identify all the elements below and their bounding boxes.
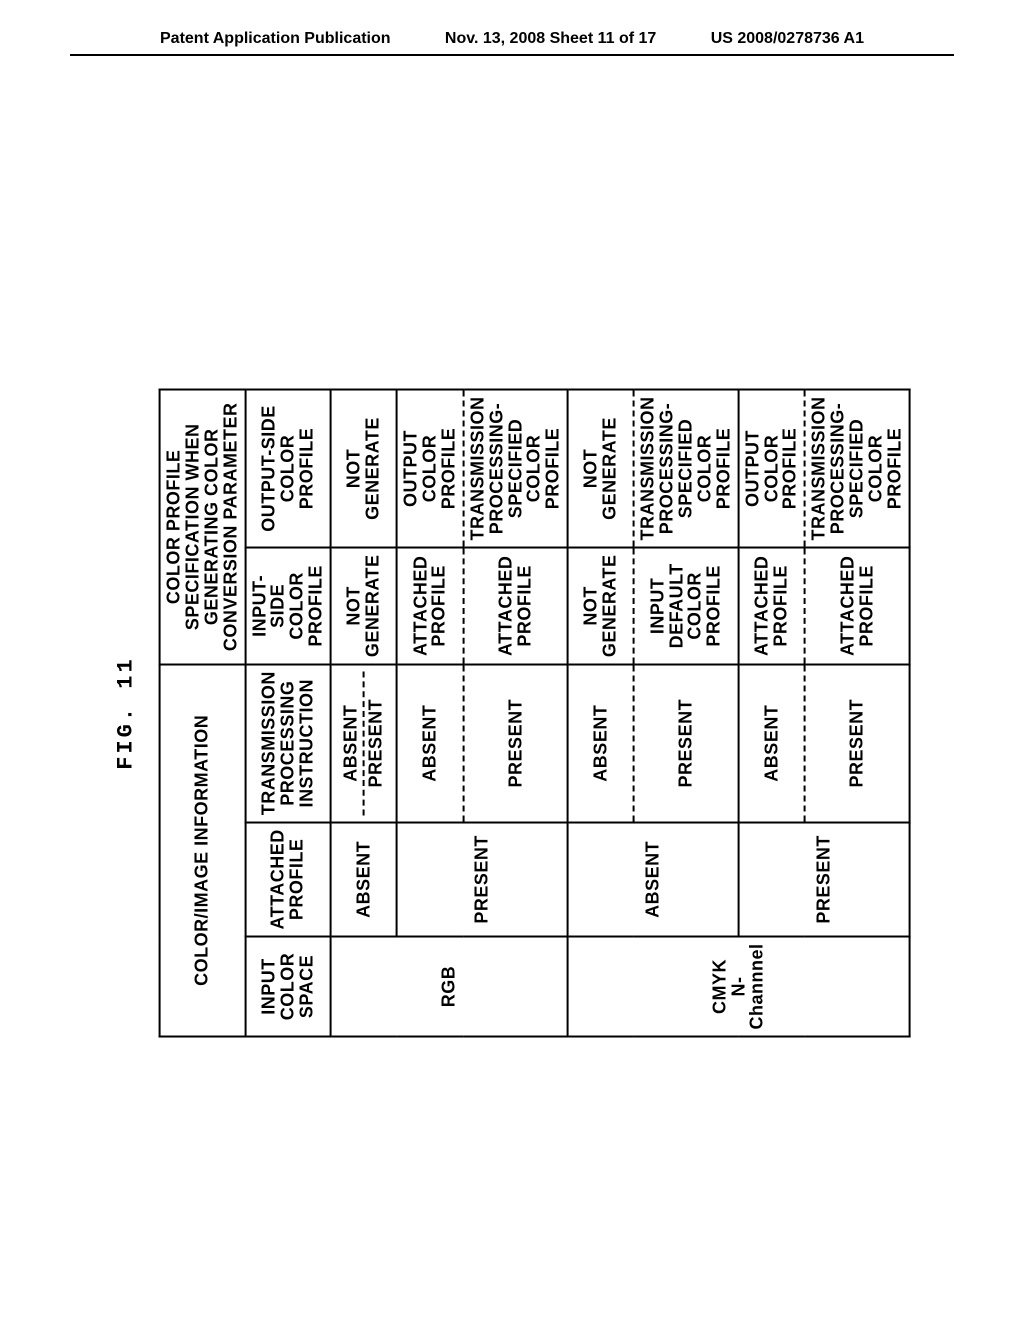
cell-trans: ABSENTPRESENT: [331, 664, 397, 822]
header-right: US 2008/0278736 A1: [711, 30, 864, 48]
header-c5: OUTPUT-SIDECOLOR PROFILE: [245, 389, 331, 547]
cell-out: OUTPUTCOLOR PROFILE: [738, 389, 805, 547]
figure-11: FIG. 11 COLOR/IMAGE INFORMATION COLOR PR…: [114, 388, 911, 1037]
header-c2: ATTACHEDPROFILE: [245, 822, 331, 936]
header-group-right: COLOR PROFILESPECIFICATION WHENGENERATIN…: [160, 389, 246, 664]
header-left: Patent Application Publication: [160, 30, 391, 48]
cell-out: TRANSMISSIONPROCESSING-SPECIFIEDCOLOR PR…: [634, 389, 738, 547]
cell-in: INPUT DEFAULTCOLOR PROFILE: [634, 547, 738, 664]
header-c4: INPUT-SIDECOLOR PROFILE: [245, 547, 331, 664]
cell-out: TRANSMISSIONPROCESSING-SPECIFIEDCOLOR PR…: [463, 389, 567, 547]
cell-space: CMYKN-Channnel: [568, 936, 910, 1036]
page-header: Patent Application Publication Nov. 13, …: [70, 0, 954, 56]
header-group-left: COLOR/IMAGE INFORMATION: [160, 664, 246, 1036]
cell-attached: PRESENT: [738, 822, 909, 936]
cell-trans: ABSENT: [397, 664, 464, 822]
figure-table: COLOR/IMAGE INFORMATION COLOR PROFILESPE…: [159, 388, 911, 1037]
cell-attached: ABSENT: [331, 822, 397, 936]
cell-trans: PRESENT: [634, 664, 738, 822]
cell-out: OUTPUTCOLOR PROFILE: [397, 389, 464, 547]
header-c1: INPUT COLORSPACE: [245, 936, 331, 1036]
cell-in: ATTACHEDPROFILE: [463, 547, 567, 664]
figure-title: FIG. 11: [114, 388, 139, 1037]
cell-trans: PRESENT: [805, 664, 909, 822]
cell-space: RGB: [331, 936, 568, 1036]
cell-out: TRANSMISSIONPROCESSING-SPECIFIEDCOLOR PR…: [805, 389, 909, 547]
cell-out: NOT GENERATE: [331, 389, 397, 547]
cell-trans: ABSENT: [738, 664, 805, 822]
header-center: Nov. 13, 2008 Sheet 11 of 17: [445, 30, 656, 48]
cell-attached: PRESENT: [397, 822, 568, 936]
cell-in: ATTACHEDPROFILE: [805, 547, 909, 664]
header-c3: TRANSMISSIONPROCESSINGINSTRUCTION: [245, 664, 331, 822]
cell-trans: ABSENT: [568, 664, 634, 822]
cell-in: NOT GENERATE: [331, 547, 397, 664]
cell-in: ATTACHEDPROFILE: [738, 547, 805, 664]
cell-trans: PRESENT: [463, 664, 567, 822]
cell-attached: ABSENT: [568, 822, 738, 936]
cell-in: NOT GENERATE: [568, 547, 634, 664]
cell-in: ATTACHEDPROFILE: [397, 547, 464, 664]
cell-out: NOT GENERATE: [568, 389, 634, 547]
